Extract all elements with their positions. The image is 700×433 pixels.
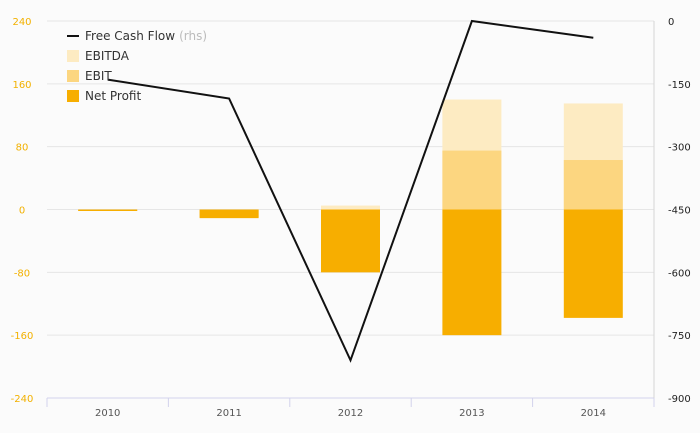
grid-lines	[47, 20, 654, 336]
bars	[78, 99, 623, 336]
line-free-cash-flow	[107, 19, 594, 363]
x-tick-2014: 2014	[581, 408, 606, 419]
y-right-tick-0: 0	[668, 17, 674, 28]
free-cash-flow-line	[107, 19, 594, 363]
y-right-tick-300: -300	[668, 143, 691, 154]
legend-swatch-ebit	[67, 70, 79, 82]
y-right-tick-450: -450	[668, 206, 691, 217]
bar-net-profit-2013	[442, 209, 502, 336]
bar-ebit-2013	[442, 150, 502, 210]
x-tick-2012: 2012	[338, 408, 363, 419]
legend-suffix: (rhs)	[179, 29, 207, 43]
bar-net-profit-2012	[321, 209, 380, 273]
y-left-tick-80: 80	[16, 143, 29, 154]
x-tick-2011: 2011	[216, 408, 241, 419]
legend-label-net-profit: Net Profit	[85, 89, 141, 103]
bar-net-profit-2011	[199, 209, 259, 219]
bar-ebit-2014	[563, 160, 623, 210]
legend: Free Cash Flow (rhs) EBITDA EBIT Net Profit	[67, 29, 207, 103]
legend-label-ebit: EBIT	[85, 69, 112, 83]
x-tick-2010: 2010	[95, 408, 120, 419]
legend-label-text: Net Profit	[85, 89, 141, 103]
legend-label-ebitda: EBITDA	[85, 49, 130, 63]
y-left-tick-240: -240	[11, 394, 34, 405]
y-right-tick-600: -600	[668, 268, 691, 279]
y-left-tick-80: -80	[14, 268, 30, 279]
y-right-tick-150: -150	[668, 80, 691, 91]
y-left-tick-0: 0	[19, 206, 25, 217]
y-left-tick-160: 160	[12, 80, 31, 91]
bar-net-profit-2014	[563, 209, 623, 318]
y-right-tick-900: -900	[668, 394, 691, 405]
bar-ebitda-2012	[321, 205, 380, 210]
y-left-tick-240: 240	[12, 17, 31, 28]
y-right-tick-750: -750	[668, 331, 691, 342]
legend-label-text: Free Cash Flow	[85, 29, 175, 43]
legend-swatch-ebitda	[67, 50, 79, 62]
legend-label-free-cash-flow: Free Cash Flow (rhs)	[85, 29, 207, 43]
bar-net-profit-2010	[78, 209, 138, 211]
legend-label-text: EBITDA	[85, 49, 130, 63]
legend-label-text: EBIT	[85, 69, 112, 83]
axes: 240 160 80 0 -80 -160 -240 0 -150 -300 -450 -600 -75…	[11, 17, 691, 419]
legend-swatch-net-profit	[67, 90, 79, 102]
y-left-tick-160: -160	[11, 331, 34, 342]
x-tick-2013: 2013	[459, 408, 484, 419]
